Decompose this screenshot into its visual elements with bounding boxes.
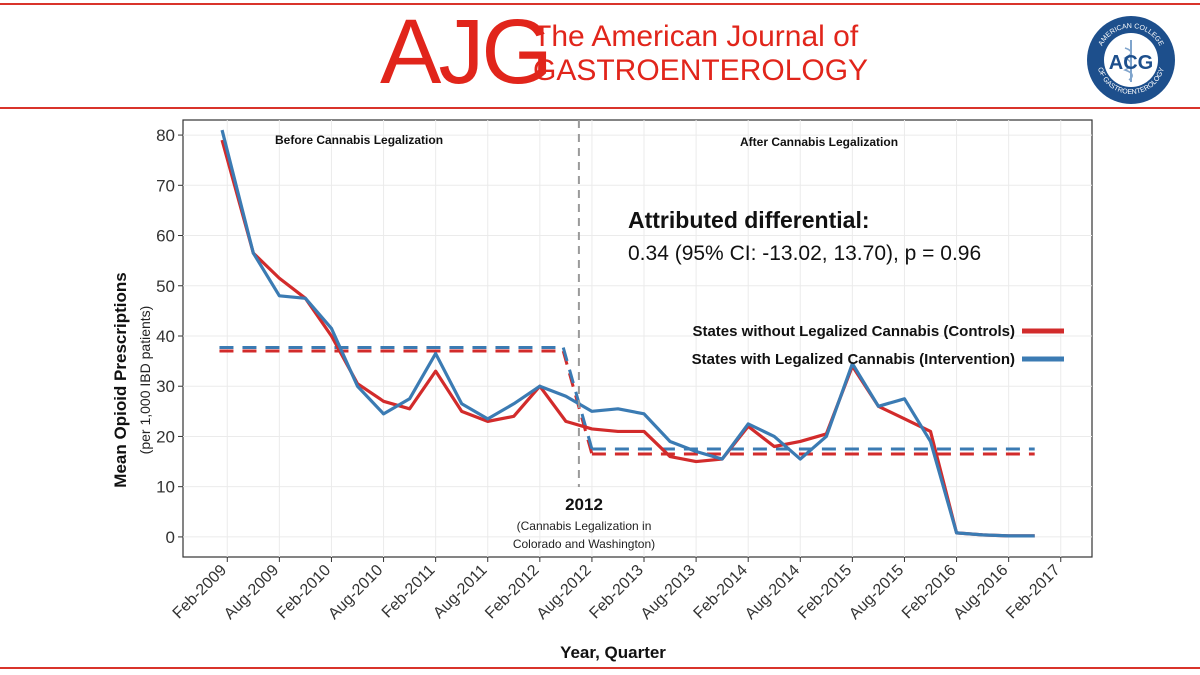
year-note-line1: (Cannabis Legalization in	[517, 519, 652, 533]
x-tick-label: Feb-2015	[795, 562, 856, 623]
journal-title: The American Journal of GASTROENTEROLOGY	[533, 20, 868, 88]
journal-title-line1: The American Journal of	[533, 20, 859, 53]
x-tick-label: Feb-2011	[379, 562, 439, 622]
y-tick-label: 80	[156, 126, 175, 145]
gridlines	[183, 120, 1092, 557]
header-rule	[0, 107, 1200, 109]
y-tick-label: 30	[156, 377, 175, 396]
x-tick-label: Aug-2013	[638, 562, 699, 623]
x-tick-label: Aug-2015	[846, 562, 907, 623]
acg-seal-icon: AMERICAN COLLEGE OF GASTROENTEROLOGY ACG	[1087, 16, 1175, 104]
y-tick-label: 50	[156, 277, 175, 296]
x-tick-label: Feb-2016	[899, 562, 960, 623]
y-axis-subtitle: (per 1,000 IBD patients)	[137, 306, 153, 455]
x-tick-label: Feb-2013	[586, 562, 647, 623]
differential-value: 0.34 (95% CI: -13.02, 13.70), p = 0.96	[628, 242, 981, 265]
year-2012-label: 2012	[565, 495, 603, 514]
series-lines	[220, 129, 1035, 538]
y-tick-label: 0	[166, 528, 175, 547]
controls-series-line	[220, 139, 1035, 538]
x-tick-label: Feb-2014	[691, 562, 752, 623]
intervention-drop	[561, 347, 594, 450]
y-axis-ticks: 0 10 20 30 40 50 60 70 80	[156, 126, 183, 547]
x-tick-label: Feb-2010	[274, 562, 335, 623]
x-tick-label: Aug-2011	[430, 562, 490, 622]
journal-title-line2: GASTROENTEROLOGY	[533, 54, 869, 87]
y-tick-label: 40	[156, 327, 175, 346]
ajg-logo: AJG	[380, 1, 553, 103]
x-axis-ticks: Feb-2009Aug-2009Feb-2010Aug-2010Feb-2011…	[170, 557, 1064, 623]
top-rule	[0, 3, 1200, 5]
x-tick-label: Feb-2017	[1003, 562, 1064, 623]
x-tick-label: Aug-2009	[221, 562, 282, 623]
intervention-series-line	[220, 129, 1035, 538]
x-tick-label: Aug-2016	[950, 562, 1011, 623]
y-tick-label: 20	[156, 427, 175, 446]
journal-header: AJG The American Journal of GASTROENTERO…	[0, 0, 1200, 108]
y-axis-title: Mean Opioid Prescriptions	[111, 272, 130, 487]
legend-label-intervention: States with Legalized Cannabis (Interven…	[692, 351, 1015, 368]
x-tick-label: Aug-2014	[742, 562, 803, 623]
differential-title: Attributed differential:	[628, 207, 870, 233]
legend: States without Legalized Cannabis (Contr…	[692, 323, 1064, 368]
x-tick-label: Aug-2012	[534, 562, 595, 623]
region-label-after: After Cannabis Legalization	[740, 135, 898, 149]
x-tick-label: Aug-2010	[325, 562, 386, 623]
x-tick-label: Feb-2012	[482, 562, 543, 623]
seal-center-text: ACG	[1109, 52, 1153, 74]
x-axis-title: Year, Quarter	[560, 643, 666, 662]
bottom-rule	[0, 667, 1200, 669]
x-tick-label: Feb-2009	[170, 562, 231, 623]
y-tick-label: 60	[156, 227, 175, 246]
y-tick-label: 70	[156, 176, 175, 195]
legend-label-controls: States without Legalized Cannabis (Contr…	[692, 323, 1015, 340]
year-note-line2: Colorado and Washington)	[513, 537, 655, 551]
y-tick-label: 10	[156, 478, 175, 497]
region-label-before: Before Cannabis Legalization	[275, 133, 443, 147]
